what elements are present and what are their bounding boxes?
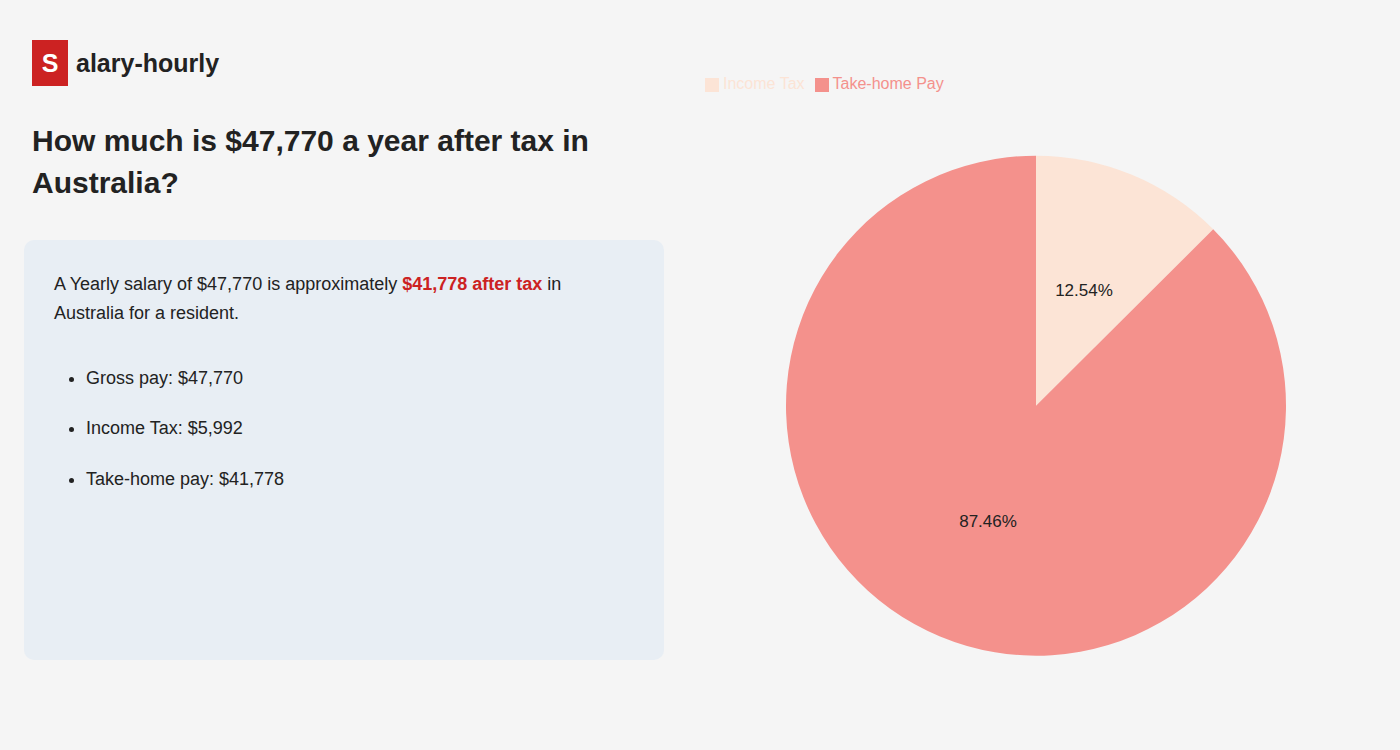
html-text:Take-home Pay: Take-home Pay [832,75,944,92]
html-text:Income Tax: Income Tax [723,75,805,92]
html-text:Take-home pay: $41,778: Take-home pay: $41,778 [86,469,285,490]
html-text:How much is $47,770 a year aft: How much is $47,770 a year after tax in … [32,124,589,199]
html-text:alary-hourly: alary-hourly [76,48,220,77]
html-text:Australia for a resident.: Australia for a resident. [54,302,240,323]
svg-text:12.54%: 12.54% [1055,281,1113,300]
html-text:A Yearly salary of $47,770 is: A Yearly salary of $47,770 is approximat… [54,274,562,294]
html-text:Gross pay: $47,770: Gross pay: $47,770 [86,367,244,388]
svg-text:87.46%: 87.46% [959,512,1017,531]
html-text:Income Tax: $5,992: Income Tax: $5,992 [86,418,243,439]
html-text:S: S [41,48,59,77]
